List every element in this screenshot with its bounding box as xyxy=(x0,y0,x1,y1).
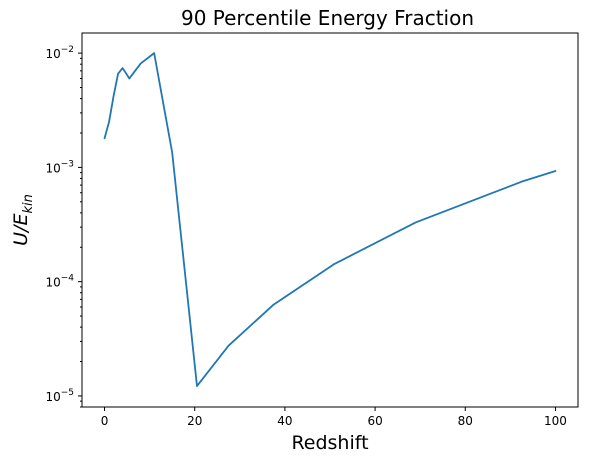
y-axis-label-main: U/E xyxy=(10,214,32,246)
y-axis-label-subscript: kin xyxy=(21,194,36,213)
x-tick-label: 100 xyxy=(544,414,567,428)
y-tick-label: 10−3 xyxy=(45,159,74,175)
x-tick-label: 40 xyxy=(277,414,292,428)
x-tick-label: 60 xyxy=(367,414,382,428)
x-tick-label: 20 xyxy=(187,414,202,428)
x-tick-label: 80 xyxy=(458,414,473,428)
y-axis-label: U/Ekin xyxy=(10,194,36,246)
axes-frame xyxy=(81,32,579,408)
y-tick-label: 10−4 xyxy=(45,274,74,290)
chart-title: 90 Percentile Energy Fraction xyxy=(181,6,474,30)
y-tick-label: 10−5 xyxy=(45,388,74,404)
y-axis: 10−5 10−4 10−3 10−2 xyxy=(45,45,82,408)
plot-area xyxy=(103,52,557,387)
y-tick-label: 10−2 xyxy=(45,45,74,61)
x-tick-label: 0 xyxy=(101,414,109,428)
series-line-0 xyxy=(103,52,557,387)
x-axis: 0 20 40 60 80 100 xyxy=(101,407,567,428)
x-axis-label: Redshift xyxy=(291,432,368,454)
